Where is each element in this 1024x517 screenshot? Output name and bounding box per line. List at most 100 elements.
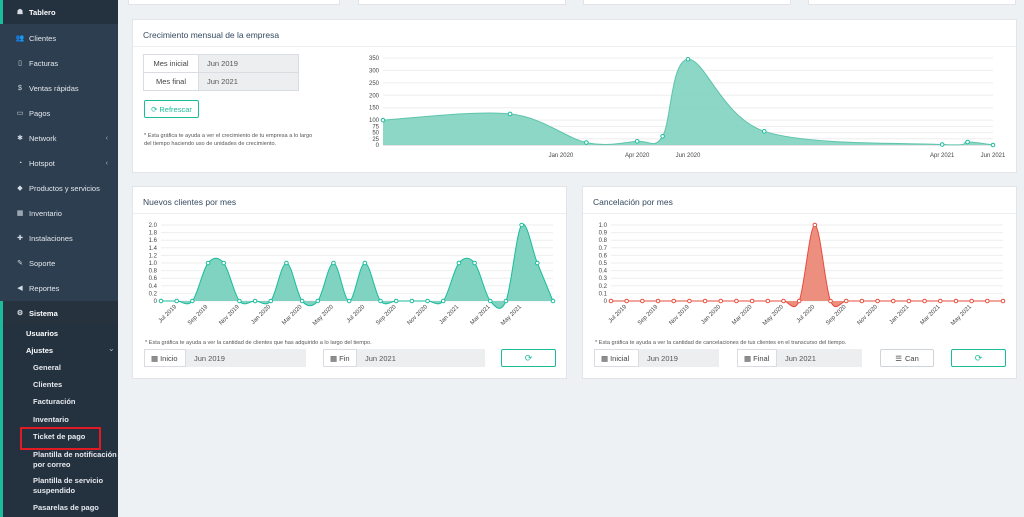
data-point [969,298,974,304]
sidebar-item-reportes[interactable]: ◀ Reportes [0,276,118,300]
sidebar-item-hotspot[interactable]: ◔ Hotspot ‹ [0,151,118,175]
start-month-label: Mes inicial [143,54,199,73]
sidebar-item-productos-y-servicios[interactable]: ◆ Productos y servicios [0,176,118,200]
sidebar-item-label: Sistema [29,308,58,318]
sidebar-item-label: Pagos [29,108,51,118]
submenu-ajustes-item[interactable]: Plantilla de servicio suspendido [33,476,104,495]
growth-note: * Esta gráfica te ayuda a ver el crecimi… [144,133,313,147]
calendar-icon: ▦ [330,353,338,363]
wifi-icon: ◔ [17,159,23,167]
top-card-1 [128,0,340,5]
end-month-input[interactable]: Jun 2021 [198,72,299,91]
sidebar-item-label: Facturas [29,58,59,68]
data-point [985,298,990,304]
sidebar-item-label: Productos y servicios [29,183,100,193]
y-tick-label: 0 [154,299,158,305]
y-tick-label: 0.2 [599,284,608,290]
submenu-ajustes-item[interactable]: Plantilla de notificación por correo [33,450,117,469]
start-label-text: Inicial [610,353,630,363]
sidebar-item-label: Clientes [29,33,57,43]
sidebar-item-ventas-r-pidas[interactable]: $ Ventas rápidas [0,76,118,100]
new-clients-refresh-button[interactable]: ⟳ [501,349,556,367]
refresh-label: Refrescar [159,104,192,114]
y-tick-label: 250 [369,81,380,87]
submenu-ajustes-item[interactable]: Facturación [33,397,76,406]
submenu-ajustes-item[interactable]: Ticket de pago [33,432,86,441]
data-point [608,298,614,304]
list-icon: ☰ [895,353,902,363]
data-point [550,298,556,304]
data-point [425,298,430,304]
submenu-ajustes-item[interactable]: General [33,363,61,372]
data-point [685,56,691,62]
users-icon: 👥 [15,35,25,42]
can-button[interactable]: ☰ Can [880,349,934,367]
y-tick-label: 75 [372,124,379,130]
sidebar: ☗ Tablero 👥 Clientes ▯ Facturas $ Ventas rápida… [0,0,118,517]
sidebar-item-label: Soporte [29,258,56,268]
start-month-input[interactable]: Jun 2019 [198,54,299,73]
data-point [380,117,386,123]
data-point [158,298,164,304]
y-tick-label: 100 [369,118,380,124]
data-point [315,298,321,304]
x-tick-label: May 2020 [312,304,335,327]
cancel-note: * Esta gráfica te ayuda a ver la cantida… [595,340,847,346]
data-point [237,298,242,304]
data-point [843,298,849,304]
sidebar-item-soporte[interactable]: ✎ Soporte [0,251,118,275]
sidebar-item-instalaciones[interactable]: ✚ Instalaciones [0,226,118,250]
sidebar-item-tablero[interactable]: ☗ Tablero [0,0,118,24]
data-point [624,298,629,304]
cancel-refresh-button[interactable]: ⟳ [951,349,1006,367]
data-point [503,298,509,304]
x-tick-label: Nov 2020 [857,304,880,327]
sidebar-item-facturas[interactable]: ▯ Facturas [0,51,118,75]
cancel-chart: 0 0.10.2 0.30.4 0.5 0.60.7 0.80.9 1.0 Jul 2019 S… [599,222,1006,327]
sidebar-item-network[interactable]: ✱ Network ‹ [0,126,118,150]
submenu-ajustes[interactable]: Ajustes [26,346,54,355]
top-card-2 [358,0,566,5]
y-tick-label: 0 [604,299,608,305]
start-input[interactable]: Jun 2019 [186,349,306,367]
data-point [393,298,399,304]
submenu-ajustes-item[interactable]: Clientes [33,380,63,389]
x-tick-label: Mar 2020 [281,304,304,327]
y-tick-label: 0.2 [149,291,158,297]
data-point [174,298,179,304]
data-point [796,298,802,304]
calendar-icon: ▦ [151,353,159,363]
x-tick-label: Mar 2021 [470,304,493,327]
divider [133,46,1016,47]
x-tick-label: Nov 2020 [407,304,430,327]
x-tick-label: Nov 2019 [218,304,241,327]
sidebar-item-clientes[interactable]: 👥 Clientes [0,26,118,50]
submenu-ajustes-item[interactable]: Inventario [33,415,69,424]
end-input[interactable]: Jun 2021 [357,349,485,367]
y-tick-label: 0.1 [599,291,608,297]
start-input[interactable]: Jun 2019 [639,349,719,367]
sidebar-item-pagos[interactable]: ▭ Pagos [0,101,118,125]
data-point [190,298,195,304]
data-point [660,134,665,139]
data-point [687,298,692,304]
x-tick-label: Jul 2020 [796,304,817,325]
sidebar-item-inventario[interactable]: ▦ Inventario [0,201,118,225]
y-tick-label: 0.6 [149,276,158,282]
data-point [640,298,645,304]
data-point [655,298,661,304]
submenu-ajustes-item[interactable]: Pasarelas de pago [33,503,99,512]
x-tick-label: May 2021 [500,304,523,327]
refresh-button[interactable]: ⟳ Refrescar [144,100,199,118]
y-tick-label: 0.3 [599,276,608,282]
x-tick-label: Jan 2020 [250,304,272,326]
refresh-icon: ⟳ [524,352,533,363]
data-point [378,298,383,304]
start-label-text: Inicio [160,353,178,363]
submenu-usuarios[interactable]: Usuarios [26,329,59,338]
end-input[interactable]: Jun 2021 [777,349,862,367]
x-tick-label: Sep 2019 [637,304,660,327]
sidebar-item-sistema[interactable]: ⚙ Sistema [0,301,118,325]
calendar-icon: ▦ [744,353,752,363]
x-tick-label: Jan 2021 [889,304,911,326]
